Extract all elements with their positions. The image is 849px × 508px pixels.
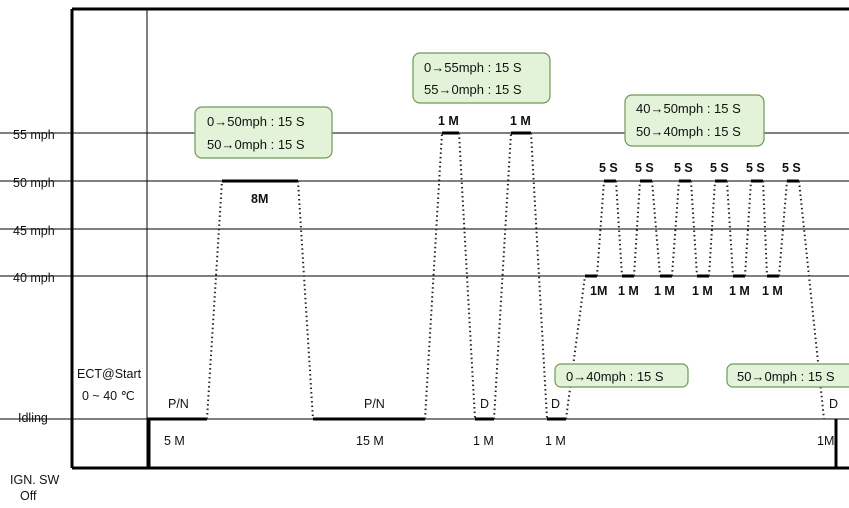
- label-d-2: D: [551, 397, 560, 411]
- box-ramp-55-line-1: 0→55mph : 15 S: [424, 60, 522, 75]
- label-d-3: D: [829, 397, 838, 411]
- label-idle-5m: 5 M: [164, 434, 185, 448]
- ramp-up-0-55-a: [424, 132, 443, 420]
- ect-label-2: 0 ~ 40 ℃: [82, 389, 135, 403]
- label-idle-1m-a: 1 M: [473, 434, 494, 448]
- box-ramp-55: 0→55mph : 15 S 55→0mph : 15 S: [412, 52, 551, 104]
- y-label-55mph: 55 mph: [13, 128, 55, 142]
- box-ramp-55-line-2: 55→0mph : 15 S: [424, 82, 522, 97]
- label-peak-1m-b: 1 M: [510, 114, 531, 128]
- label-pn-2: P/N: [364, 397, 385, 411]
- label-idle-1m-end: 1M: [817, 434, 834, 448]
- label-high-5s-3: 5 S: [674, 161, 693, 175]
- y-label-ignition-1: IGN. SW: [10, 473, 60, 487]
- y-label-50mph: 50 mph: [13, 176, 55, 190]
- box-ramp-50-line-1: 0→50mph : 15 S: [207, 114, 305, 129]
- y-label-idling: Idling: [18, 411, 48, 425]
- box-ramp-down-0: 50→0mph : 15 S: [726, 363, 849, 388]
- label-high-5s-1: 5 S: [599, 161, 618, 175]
- label-low-1m-3: 1 M: [654, 284, 675, 298]
- ignition-off-line: [147, 417, 151, 468]
- label-low-1m-2: 1 M: [618, 284, 639, 298]
- ramp-down-50-0: [297, 180, 314, 420]
- box-ramp-40: 0→40mph : 15 S: [554, 363, 689, 388]
- label-idle-1m-b: 1 M: [545, 434, 566, 448]
- label-high-5s-4: 5 S: [710, 161, 729, 175]
- label-low-1m-4: 1 M: [692, 284, 713, 298]
- y-label-45mph: 45 mph: [13, 224, 55, 238]
- box-ramp-50: 0→50mph : 15 S 50→0mph : 15 S: [194, 106, 333, 159]
- label-low-1m-5: 1 M: [729, 284, 750, 298]
- box-cycle-40-50: 40→50mph : 15 S 50→40mph : 15 S: [624, 94, 765, 147]
- box-cycle-line-2: 50→40mph : 15 S: [636, 124, 741, 139]
- hold-segments: [149, 131, 799, 421]
- label-d-1: D: [480, 397, 489, 411]
- y-label-ignition-2: Off: [20, 489, 37, 503]
- label-peak-1m-a: 1 M: [438, 114, 459, 128]
- label-low-1m-1: 1M: [590, 284, 607, 298]
- box-ramp-down-0-text: 50→0mph : 15 S: [737, 369, 835, 384]
- y-label-40mph: 40 mph: [13, 271, 55, 285]
- ramp-down-55-0-b: [530, 132, 548, 420]
- ramp-up-0-50: [206, 180, 223, 420]
- label-high-5s-5: 5 S: [746, 161, 765, 175]
- ect-label-1: ECT@Start: [77, 367, 142, 381]
- label-high-5s-6: 5 S: [782, 161, 801, 175]
- ramp-down-55-0-a: [458, 132, 476, 420]
- box-cycle-line-1: 40→50mph : 15 S: [636, 101, 741, 116]
- label-idle-15m: 15 M: [356, 434, 384, 448]
- ramp-up-0-55-b: [493, 132, 512, 420]
- box-ramp-50-line-2: 50→0mph : 15 S: [207, 137, 305, 152]
- label-low-1m-6: 1 M: [762, 284, 783, 298]
- ramp-up-0-40: [565, 275, 586, 420]
- label-cruise-8m: 8M: [251, 192, 268, 206]
- box-ramp-40-text: 0→40mph : 15 S: [566, 369, 664, 384]
- label-high-5s-2: 5 S: [635, 161, 654, 175]
- label-pn-1: P/N: [168, 397, 189, 411]
